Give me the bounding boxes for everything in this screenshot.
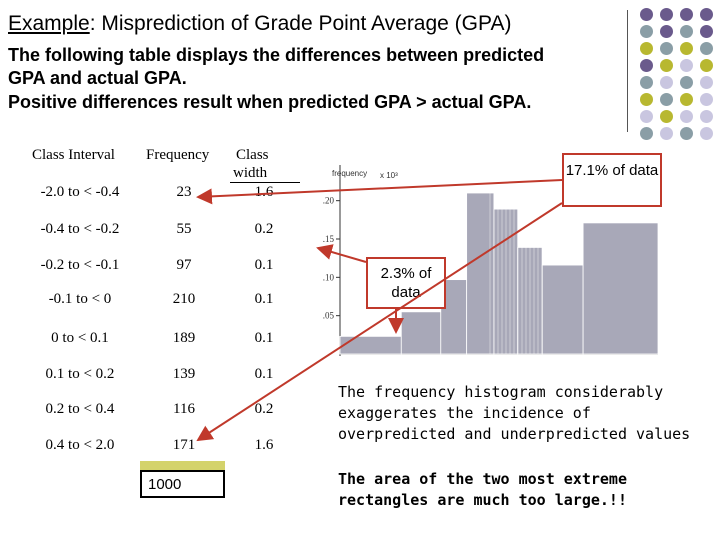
y-axis-unit: x 10³ xyxy=(380,171,398,180)
table-cell-interval: -0.1 to < 0 xyxy=(48,291,112,307)
decorative-dot xyxy=(700,76,713,89)
title-prefix: Example xyxy=(8,12,90,35)
y-tick-label: .05 xyxy=(323,311,335,321)
total-highlight-bar xyxy=(140,461,225,470)
decorative-dot xyxy=(660,25,673,38)
table-cell-frequency: 171 xyxy=(172,437,196,453)
intro-line-1: The following table displays the differe… xyxy=(8,45,545,65)
y-tick-label: .15 xyxy=(323,234,335,244)
table-cell-interval: 0.4 to < 2.0 xyxy=(45,437,115,453)
decorative-dot xyxy=(660,110,673,123)
decorative-dot xyxy=(700,110,713,123)
decorative-dot xyxy=(640,76,653,89)
note-1-line-2: exaggerates the incidence of xyxy=(338,404,591,422)
decorative-dot xyxy=(700,93,713,106)
col-header-width-1: Class xyxy=(236,147,269,163)
table-cell-width: 0.1 xyxy=(254,366,274,382)
table-cell-interval: -0.4 to < -0.2 xyxy=(40,221,120,237)
note-2-line-1: The area of the two most extreme xyxy=(338,470,627,488)
table-cell-width: 0.2 xyxy=(254,221,274,237)
decorative-dot xyxy=(660,42,673,55)
intro-line-3: Positive differences result when predict… xyxy=(8,92,532,112)
histogram-bar xyxy=(339,335,402,355)
note-1-line-3: overpredicted and underpredicted values xyxy=(338,425,691,443)
callout-right: 17.1% of data xyxy=(562,153,662,207)
decorative-dot xyxy=(700,59,713,72)
table-cell-width: 0.2 xyxy=(254,401,274,417)
decorative-dot xyxy=(660,127,673,140)
table-cell-frequency: 55 xyxy=(176,221,192,237)
table-cell-interval: -0.2 to < -0.1 xyxy=(40,257,120,273)
callout-left: 2.3% of data xyxy=(366,257,446,309)
histogram-bar xyxy=(400,311,442,355)
decorative-dot xyxy=(700,25,713,38)
table-cell-frequency: 139 xyxy=(172,366,196,382)
decorative-dot xyxy=(680,127,693,140)
note-2-line-2: rectangles are much too large.!! xyxy=(338,491,627,509)
decorative-dot xyxy=(640,59,653,72)
decorative-dot xyxy=(660,8,673,21)
histogram-bar xyxy=(582,222,659,355)
table-cell-frequency: 210 xyxy=(172,291,196,307)
histogram-bar xyxy=(541,264,584,355)
col-header-interval: Class Interval xyxy=(32,147,115,163)
decorative-dot xyxy=(700,42,713,55)
table-cell-frequency: 97 xyxy=(176,257,192,273)
table-cell-width: 0.1 xyxy=(254,291,274,307)
decorative-dot xyxy=(660,76,673,89)
y-tick-label: .20 xyxy=(323,196,335,206)
decorative-dot xyxy=(700,127,713,140)
total-box: 1000 xyxy=(140,470,225,498)
decorative-dot xyxy=(700,8,713,21)
decorative-dot xyxy=(680,8,693,21)
note-1-line-1: The frequency histogram considerably xyxy=(338,383,664,401)
note-2: The area of the two most extreme rectang… xyxy=(338,469,627,511)
note-1: The frequency histogram considerably exa… xyxy=(338,382,690,445)
table-cell-width: 0.1 xyxy=(254,257,274,273)
col-header-width-2: width xyxy=(233,165,268,181)
table-cell-width: 0.1 xyxy=(254,330,274,346)
table-cell-width: 1.6 xyxy=(254,184,274,200)
table-cell-interval: -2.0 to < -0.4 xyxy=(40,184,120,200)
decorative-dot xyxy=(680,59,693,72)
decorative-dot xyxy=(680,93,693,106)
table-cell-frequency: 116 xyxy=(173,401,195,417)
table-cell-frequency: 189 xyxy=(172,330,196,346)
title-rest: : Misprediction of Grade Point Average (… xyxy=(89,12,512,35)
decorative-dot xyxy=(640,127,653,140)
table-cell-interval: 0.2 to < 0.4 xyxy=(45,401,115,417)
intro-line-2: GPA and actual GPA. xyxy=(8,68,187,88)
y-tick-label: .10 xyxy=(323,272,335,282)
table-cell-frequency: 23 xyxy=(176,184,192,200)
decorative-dot xyxy=(680,76,693,89)
decorative-dot xyxy=(640,42,653,55)
decorative-dot xyxy=(680,110,693,123)
decorative-dot xyxy=(660,59,673,72)
y-axis-label: frequency xyxy=(332,169,367,178)
page-title: Example: Misprediction of Grade Point Av… xyxy=(8,12,511,36)
decorative-dot xyxy=(640,8,653,21)
col-header-frequency: Frequency xyxy=(146,147,210,163)
header-divider xyxy=(627,10,628,132)
decorative-dot xyxy=(640,25,653,38)
decorative-dot xyxy=(660,93,673,106)
decorative-dot xyxy=(680,42,693,55)
table-cell-interval: 0.1 to < 0.2 xyxy=(45,366,115,382)
decorative-dot xyxy=(640,110,653,123)
decorative-dot xyxy=(640,93,653,106)
table-cell-interval: 0 to < 0.1 xyxy=(51,330,109,346)
header-underline xyxy=(230,182,300,183)
decorative-dot xyxy=(680,25,693,38)
table-cell-width: 1.6 xyxy=(254,437,274,453)
